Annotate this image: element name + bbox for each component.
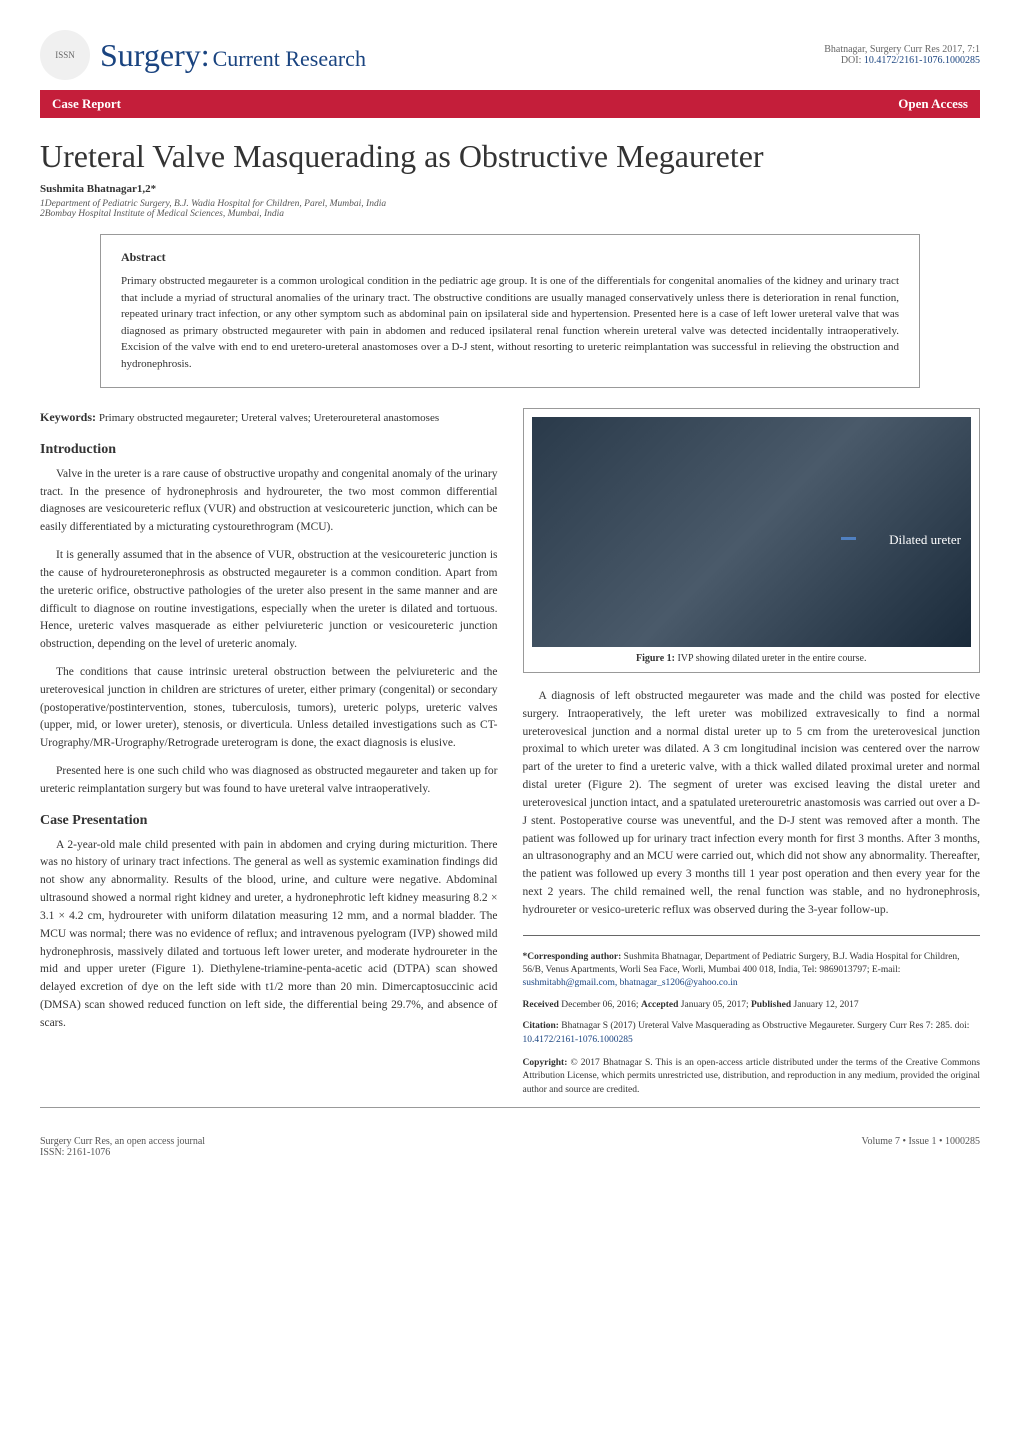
article-type-bar: Case Report Open Access [40, 90, 980, 118]
citation-label: Citation: [523, 1021, 559, 1031]
figure-1-image: Dilated ureter [532, 417, 972, 647]
abstract-text: Primary obstructed megaureter is a commo… [121, 273, 899, 372]
left-column: Keywords: Primary obstructed megaureter;… [40, 408, 498, 1097]
copyright-label: Copyright: [523, 1058, 568, 1068]
keywords-label: Keywords: [40, 410, 96, 424]
authors: Sushmita Bhatnagar1,2* [40, 183, 980, 195]
figure-1-label: Dilated ureter [889, 532, 961, 548]
published-date: January 12, 2017 [794, 1000, 859, 1010]
published-label: Published [751, 1000, 791, 1010]
case-paragraph-1: A 2-year-old male child presented with p… [40, 837, 498, 1033]
citation-ref: Bhatnagar, Surgery Curr Res 2017, 7:1 [824, 44, 980, 55]
figure-1-box: Dilated ureter Figure 1: IVP showing dil… [523, 408, 981, 673]
keywords-text: Primary obstructed megaureter; Ureteral … [99, 412, 439, 424]
footer-right: Volume 7 • Issue 1 • 1000285 [862, 1136, 980, 1158]
affiliation-1: 1Department of Pediatric Surgery, B.J. W… [40, 199, 980, 209]
received-date: December 06, 2016; [561, 1000, 638, 1010]
page-footer: Surgery Curr Res, an open access journal… [40, 1128, 980, 1158]
figure-1-caption: Figure 1: IVP showing dilated ureter in … [532, 653, 972, 664]
intro-paragraph-1: Valve in the ureter is a rare cause of o… [40, 466, 498, 537]
figure-1-caption-bold: Figure 1: [636, 653, 675, 664]
corresponding-author: *Corresponding author: Sushmita Bhatnaga… [523, 951, 981, 991]
intro-paragraph-2: It is generally assumed that in the abse… [40, 547, 498, 654]
accepted-date: January 05, 2017; [681, 1000, 749, 1010]
footer-divider [40, 1107, 980, 1108]
accepted-label: Accepted [641, 1000, 678, 1010]
footer-left: Surgery Curr Res, an open access journal… [40, 1136, 205, 1158]
doi-label: DOI: [841, 55, 862, 66]
logo-section: ISSN Surgery: Current Research [40, 30, 366, 80]
publication-dates: Received December 06, 2016; Accepted Jan… [523, 1000, 981, 1010]
journal-title: Surgery: [100, 37, 210, 73]
abstract-title: Abstract [121, 250, 899, 265]
citation-doi[interactable]: 10.4172/2161-1076.1000285 [523, 1035, 633, 1045]
figure-1-marker [841, 537, 856, 540]
access-type: Open Access [898, 96, 968, 112]
case-presentation-heading: Case Presentation [40, 813, 498, 829]
footer-issn: ISSN: 2161-1076 [40, 1147, 205, 1158]
copyright-content: © 2017 Bhatnagar S. This is an open-acce… [523, 1058, 981, 1095]
intro-paragraph-4: Presented here is one such child who was… [40, 763, 498, 799]
copyright-block: Copyright: © 2017 Bhatnagar S. This is a… [523, 1057, 981, 1097]
affiliations: 1Department of Pediatric Surgery, B.J. W… [40, 199, 980, 219]
corresponding-label: *Corresponding author: [523, 952, 622, 962]
header-citation: Bhatnagar, Surgery Curr Res 2017, 7:1 DO… [824, 44, 980, 66]
citation-block: Citation: Bhatnagar S (2017) Ureteral Va… [523, 1020, 981, 1047]
divider [523, 935, 981, 936]
introduction-heading: Introduction [40, 442, 498, 458]
footer-journal: Surgery Curr Res, an open access journal [40, 1136, 205, 1147]
affiliation-2: 2Bombay Hospital Institute of Medical Sc… [40, 209, 980, 219]
article-title: Ureteral Valve Masquerading as Obstructi… [40, 138, 980, 175]
journal-logo-icon: ISSN [40, 30, 90, 80]
corresponding-emails[interactable]: sushmitabh@gmail.com, bhatnagar_s1206@ya… [523, 978, 738, 988]
right-column: Dilated ureter Figure 1: IVP showing dil… [523, 408, 981, 1097]
article-type: Case Report [52, 96, 121, 112]
citation-content: Bhatnagar S (2017) Ureteral Valve Masque… [561, 1021, 969, 1031]
case-paragraph-2: A diagnosis of left obstructed megaurete… [523, 688, 981, 920]
header: ISSN Surgery: Current Research Bhatnagar… [40, 30, 980, 80]
two-column-layout: Keywords: Primary obstructed megaureter;… [40, 408, 980, 1097]
journal-subtitle: Current Research [213, 46, 366, 71]
doi-link[interactable]: 10.4172/2161-1076.1000285 [864, 55, 980, 66]
intro-paragraph-3: The conditions that cause intrinsic uret… [40, 664, 498, 753]
figure-1-caption-text: IVP showing dilated ureter in the entire… [677, 653, 866, 664]
received-label: Received [523, 1000, 559, 1010]
abstract-box: Abstract Primary obstructed megaureter i… [100, 234, 920, 388]
